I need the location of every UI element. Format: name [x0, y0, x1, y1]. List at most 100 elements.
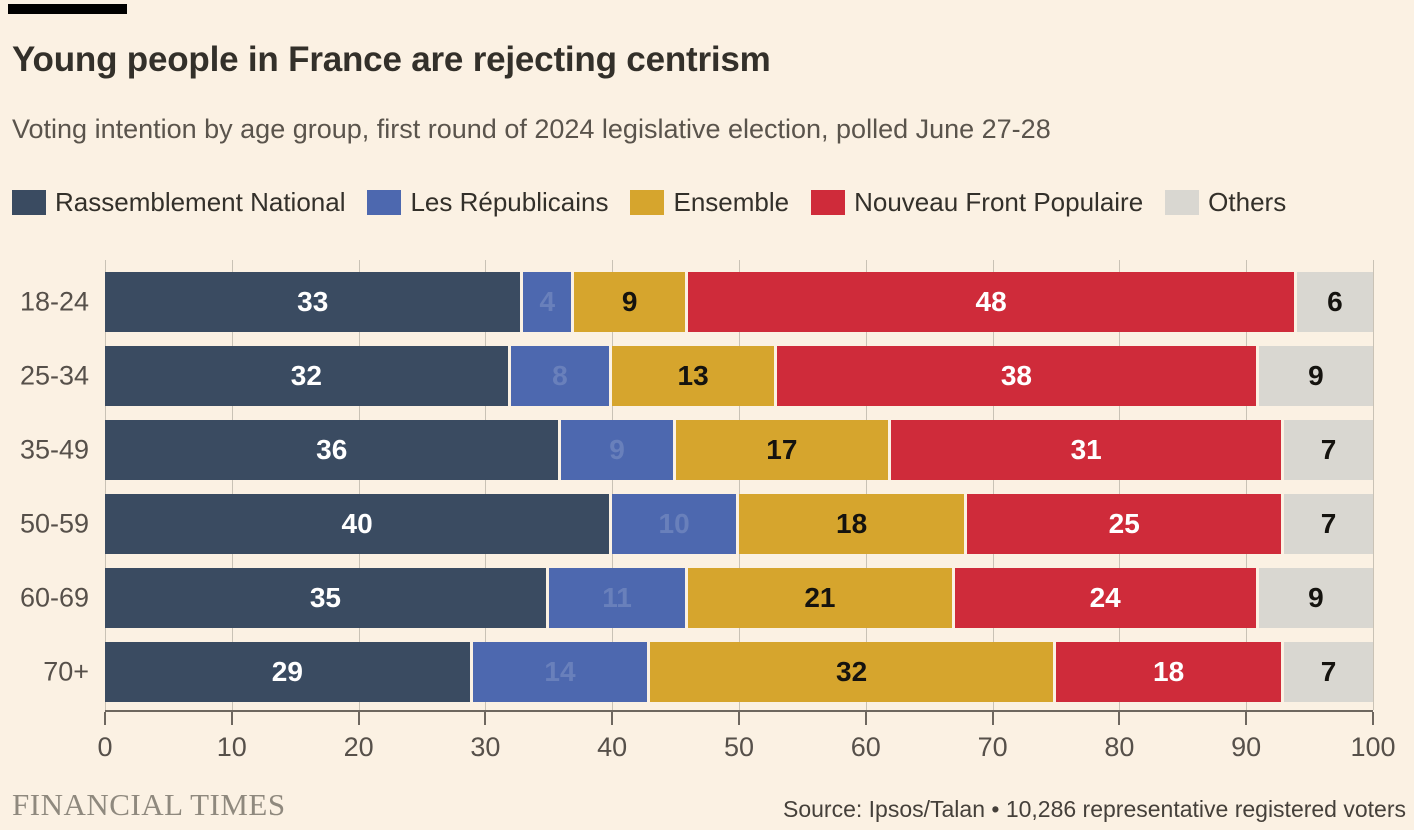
bar-value-label: 40	[341, 508, 373, 539]
bar-value-label: 36	[316, 434, 348, 465]
bar-segment: 6	[1296, 272, 1373, 332]
bar-value-label: 6	[1327, 286, 1343, 317]
bar-segment: 24	[954, 568, 1259, 628]
bar-segment: 48	[688, 272, 1297, 332]
bar-row: 18-24 33 4 9 48 6	[20, 272, 1373, 332]
bar-row: 25-34 32 8 13 38 9	[20, 346, 1373, 406]
legend-label: Ensemble	[673, 187, 790, 217]
bar-value-label: 7	[1320, 508, 1337, 539]
axis-tick	[1372, 712, 1374, 725]
bar-value-label: 4	[539, 286, 556, 317]
axis-tick-label: 100	[1350, 732, 1396, 762]
bar-segment: 21	[688, 568, 955, 628]
axis-tick-label: 30	[470, 732, 501, 762]
axis-tick-label: 60	[850, 732, 881, 762]
bar-segment: 11	[548, 568, 689, 628]
bar-value-label: 10	[658, 508, 690, 539]
page-title: Young people in France are rejecting cen…	[12, 40, 771, 79]
axis-tick-label: 80	[1104, 732, 1135, 762]
bar-segment: 7	[1284, 642, 1373, 702]
bar-value-label: 18	[836, 508, 868, 539]
bar-segment: 9	[1258, 346, 1373, 406]
bar-row: 60-69 35 11 21 24 9	[20, 568, 1373, 628]
gridline	[358, 260, 360, 710]
legend-item: Rassemblement National	[12, 187, 345, 218]
bar-value-label: 38	[1000, 360, 1032, 391]
bar-value-label: 11	[602, 582, 632, 613]
bar-value-label: 48	[975, 286, 1007, 317]
bar-value-label: 24	[1089, 582, 1121, 613]
bar-value-label: 9	[1308, 360, 1324, 391]
gridline	[1373, 260, 1374, 710]
axis-tick	[484, 712, 487, 725]
bar-segment: 18	[738, 494, 968, 554]
age-group-label: 50-59	[19, 508, 89, 539]
bar-value-label: 13	[677, 360, 709, 391]
axis-tick-label: 20	[343, 732, 374, 762]
legend-swatch	[12, 190, 46, 215]
bar-segment: 17	[675, 420, 892, 480]
bar-value-label: 14	[544, 656, 576, 687]
bar-value-label: 9	[609, 434, 625, 465]
axis-tick	[1245, 712, 1248, 725]
bar-segment: 13	[612, 346, 778, 406]
age-group-label: 25-34	[19, 360, 89, 391]
gridline	[231, 260, 233, 710]
legend-item: Nouveau Front Populaire	[811, 187, 1143, 218]
bar-value-label: 21	[804, 582, 836, 613]
bar-segment: 33	[105, 272, 524, 332]
bar-value-label: 9	[621, 286, 638, 317]
bar-segment: 9	[1258, 568, 1373, 628]
axis-tick	[357, 712, 360, 725]
legend-label: Les Républicains	[410, 187, 609, 217]
bar-segment: 18	[1055, 642, 1285, 702]
gridline	[865, 260, 867, 710]
axis-tick-label: 0	[97, 732, 113, 762]
chart-subtitle: Voting intention by age group, first rou…	[12, 114, 1051, 144]
bar-value-label: 7	[1320, 434, 1337, 465]
bar-value-label: 9	[1308, 582, 1324, 613]
gridline	[739, 260, 740, 710]
axis-tick	[738, 712, 740, 725]
bar-segment: 9	[574, 272, 689, 332]
legend-swatch	[630, 190, 665, 215]
legend-label: Nouveau Front Populaire	[854, 187, 1144, 217]
bar-value-label: 18	[1153, 656, 1185, 687]
bar-value-label: 8	[552, 360, 568, 391]
bar-segment: 8	[510, 346, 613, 406]
bar-value-label: 32	[290, 360, 322, 391]
gridline	[105, 260, 106, 710]
bar-value-label: 29	[271, 656, 303, 687]
axis-tick	[991, 712, 994, 725]
gridline	[1119, 260, 1121, 710]
legend-label: Rassemblement National	[55, 187, 346, 217]
gridline	[992, 260, 994, 710]
bar-segment: 29	[105, 642, 473, 702]
axis-tick-label: 40	[597, 732, 628, 762]
chart-legend: Rassemblement National Les Républicains En…	[12, 187, 1286, 218]
axis-tick	[230, 712, 233, 725]
bar-value-label: 25	[1108, 508, 1140, 539]
axis-tick-label: 90	[1231, 732, 1262, 762]
legend-swatch	[811, 190, 846, 215]
bar-segment: 32	[105, 346, 511, 406]
bar-row: 70+ 29 14 32 18 7	[43, 642, 1373, 702]
bar-segment: 32	[650, 642, 1056, 702]
chart-plot-area: 18-24 33 4 9 48 6 25-34 32 8 13 38 9 35-49 36 9 17 31 7 50…	[20, 260, 1396, 762]
age-group-label: 70+	[43, 656, 89, 687]
bar-segment: 38	[777, 346, 1259, 406]
gridline	[612, 260, 614, 710]
bar-segment: 36	[105, 420, 562, 480]
bar-segment: 7	[1284, 494, 1373, 554]
gridline	[1246, 260, 1248, 710]
bar-segment: 9	[561, 420, 676, 480]
legend-item: Les Républicains	[367, 187, 608, 218]
legend-item: Ensemble	[630, 187, 789, 218]
axis-tick	[1118, 712, 1121, 725]
bar-segment: 35	[105, 568, 549, 628]
bar-row: 50-59 40 10 18 25 7	[20, 494, 1373, 554]
axis-tick	[864, 712, 867, 725]
bar-segment: 25	[967, 494, 1285, 554]
bar-segment: 40	[105, 494, 613, 554]
axis-tick	[611, 712, 614, 725]
